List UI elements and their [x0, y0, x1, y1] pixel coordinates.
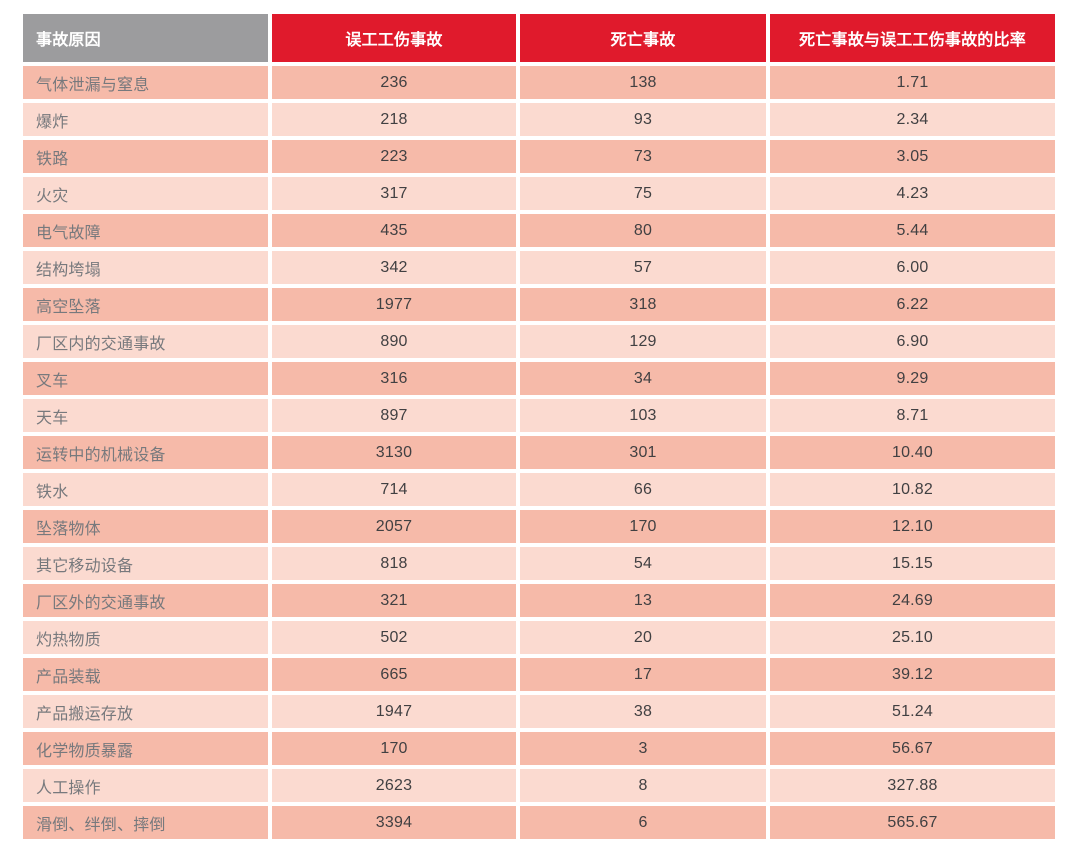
cell-ratio: 56.67 — [770, 732, 1055, 765]
cell-lost-time-injuries: 665 — [272, 658, 516, 691]
cell-lost-time-injuries: 2623 — [272, 769, 516, 802]
cell-cause: 产品装载 — [23, 658, 268, 691]
cell-lost-time-injuries: 218 — [272, 103, 516, 136]
cell-ratio: 3.05 — [770, 140, 1055, 173]
cell-lost-time-injuries: 897 — [272, 399, 516, 432]
cell-fatal-accidents: 34 — [520, 362, 766, 395]
cell-lost-time-injuries: 890 — [272, 325, 516, 358]
cell-fatal-accidents: 17 — [520, 658, 766, 691]
cell-lost-time-injuries: 1947 — [272, 695, 516, 728]
cell-ratio: 10.82 — [770, 473, 1055, 506]
cell-cause: 灼热物质 — [23, 621, 268, 654]
cell-fatal-accidents: 13 — [520, 584, 766, 617]
cell-cause: 厂区外的交通事故 — [23, 584, 268, 617]
cell-fatal-accidents: 103 — [520, 399, 766, 432]
cell-cause: 其它移动设备 — [23, 547, 268, 580]
cell-ratio: 565.67 — [770, 806, 1055, 839]
cell-fatal-accidents: 6 — [520, 806, 766, 839]
cell-ratio: 6.22 — [770, 288, 1055, 321]
cell-lost-time-injuries: 223 — [272, 140, 516, 173]
cell-ratio: 15.15 — [770, 547, 1055, 580]
cell-cause: 电气故障 — [23, 214, 268, 247]
cell-lost-time-injuries: 3394 — [272, 806, 516, 839]
cell-cause: 爆炸 — [23, 103, 268, 136]
cell-fatal-accidents: 8 — [520, 769, 766, 802]
cell-fatal-accidents: 138 — [520, 66, 766, 99]
cell-fatal-accidents: 54 — [520, 547, 766, 580]
cell-cause: 结构垮塌 — [23, 251, 268, 284]
column-header-lost-time-injuries: 误工工伤事故 — [272, 14, 516, 62]
cell-fatal-accidents: 20 — [520, 621, 766, 654]
cell-cause: 产品搬运存放 — [23, 695, 268, 728]
cell-cause: 厂区内的交通事故 — [23, 325, 268, 358]
cell-cause: 滑倒、绊倒、摔倒 — [23, 806, 268, 839]
cell-lost-time-injuries: 714 — [272, 473, 516, 506]
accident-statistics-table: 事故原因 误工工伤事故 死亡事故 死亡事故与误工工伤事故的比率 气体泄漏与窒息 … — [23, 14, 1055, 839]
cell-lost-time-injuries: 321 — [272, 584, 516, 617]
cell-cause: 运转中的机械设备 — [23, 436, 268, 469]
cell-ratio: 5.44 — [770, 214, 1055, 247]
cell-ratio: 327.88 — [770, 769, 1055, 802]
cell-fatal-accidents: 38 — [520, 695, 766, 728]
table-grid: 事故原因 误工工伤事故 死亡事故 死亡事故与误工工伤事故的比率 气体泄漏与窒息 … — [23, 14, 1055, 839]
cell-cause: 铁路 — [23, 140, 268, 173]
cell-cause: 人工操作 — [23, 769, 268, 802]
cell-cause: 高空坠落 — [23, 288, 268, 321]
cell-fatal-accidents: 80 — [520, 214, 766, 247]
column-header-ratio: 死亡事故与误工工伤事故的比率 — [770, 14, 1055, 62]
cell-ratio: 10.40 — [770, 436, 1055, 469]
cell-fatal-accidents: 301 — [520, 436, 766, 469]
cell-ratio: 12.10 — [770, 510, 1055, 543]
cell-lost-time-injuries: 342 — [272, 251, 516, 284]
cell-ratio: 2.34 — [770, 103, 1055, 136]
cell-cause: 火灾 — [23, 177, 268, 210]
cell-fatal-accidents: 75 — [520, 177, 766, 210]
cell-lost-time-injuries: 236 — [272, 66, 516, 99]
cell-fatal-accidents: 3 — [520, 732, 766, 765]
cell-cause: 天车 — [23, 399, 268, 432]
cell-lost-time-injuries: 317 — [272, 177, 516, 210]
cell-ratio: 24.69 — [770, 584, 1055, 617]
cell-ratio: 9.29 — [770, 362, 1055, 395]
cell-fatal-accidents: 170 — [520, 510, 766, 543]
cell-lost-time-injuries: 2057 — [272, 510, 516, 543]
cell-ratio: 8.71 — [770, 399, 1055, 432]
cell-lost-time-injuries: 818 — [272, 547, 516, 580]
cell-ratio: 4.23 — [770, 177, 1055, 210]
cell-fatal-accidents: 129 — [520, 325, 766, 358]
cell-ratio: 6.00 — [770, 251, 1055, 284]
cell-lost-time-injuries: 3130 — [272, 436, 516, 469]
cell-fatal-accidents: 73 — [520, 140, 766, 173]
column-header-fatal-accidents: 死亡事故 — [520, 14, 766, 62]
column-header-cause: 事故原因 — [23, 14, 268, 62]
cell-lost-time-injuries: 502 — [272, 621, 516, 654]
cell-ratio: 51.24 — [770, 695, 1055, 728]
cell-lost-time-injuries: 316 — [272, 362, 516, 395]
cell-cause: 叉车 — [23, 362, 268, 395]
cell-lost-time-injuries: 170 — [272, 732, 516, 765]
cell-ratio: 6.90 — [770, 325, 1055, 358]
cell-cause: 气体泄漏与窒息 — [23, 66, 268, 99]
cell-lost-time-injuries: 1977 — [272, 288, 516, 321]
cell-ratio: 39.12 — [770, 658, 1055, 691]
cell-ratio: 25.10 — [770, 621, 1055, 654]
cell-fatal-accidents: 93 — [520, 103, 766, 136]
cell-fatal-accidents: 57 — [520, 251, 766, 284]
cell-fatal-accidents: 318 — [520, 288, 766, 321]
cell-fatal-accidents: 66 — [520, 473, 766, 506]
cell-cause: 铁水 — [23, 473, 268, 506]
cell-cause: 坠落物体 — [23, 510, 268, 543]
cell-cause: 化学物质暴露 — [23, 732, 268, 765]
cell-lost-time-injuries: 435 — [272, 214, 516, 247]
cell-ratio: 1.71 — [770, 66, 1055, 99]
